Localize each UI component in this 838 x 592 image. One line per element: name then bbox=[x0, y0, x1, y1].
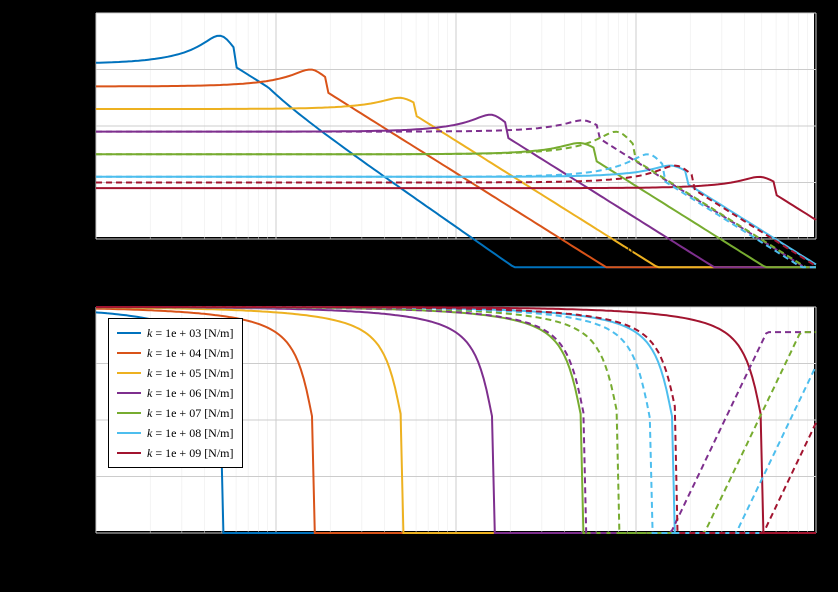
ytick-label: -90 bbox=[49, 412, 89, 427]
ytick-label: -40 bbox=[49, 62, 89, 77]
legend-label: k = 1e + 07 [N/m] bbox=[147, 406, 234, 421]
ytick-label: 0 bbox=[49, 299, 89, 314]
legend-item: k = 1e + 05 [N/m] bbox=[117, 363, 234, 383]
legend-item: k = 1e + 09 [N/m] bbox=[117, 443, 234, 463]
ytick-label: -80 bbox=[49, 175, 89, 190]
legend: k = 1e + 03 [N/m] k = 1e + 04 [N/m] k = 1e… bbox=[108, 318, 243, 468]
xtick-label: 101 bbox=[261, 242, 278, 259]
legend-swatch bbox=[117, 352, 141, 354]
legend-swatch bbox=[117, 432, 141, 434]
frequency-xlabel: Frequency [Hz] bbox=[355, 556, 555, 572]
magnitude-plot bbox=[95, 12, 815, 238]
legend-swatch bbox=[117, 392, 141, 394]
legend-swatch bbox=[117, 412, 141, 414]
xtick-label: 103 bbox=[621, 536, 638, 553]
legend-label: k = 1e + 05 [N/m] bbox=[147, 366, 234, 381]
xtick-label: 104 bbox=[801, 536, 818, 553]
ytick-label: -45 bbox=[49, 356, 89, 371]
legend-swatch bbox=[117, 452, 141, 454]
legend-item: k = 1e + 04 [N/m] bbox=[117, 343, 234, 363]
xtick-label: 102 bbox=[441, 242, 458, 259]
legend-item: k = 1e + 07 [N/m] bbox=[117, 403, 234, 423]
legend-label: k = 1e + 06 [N/m] bbox=[147, 386, 234, 401]
xtick-label: 104 bbox=[801, 242, 818, 259]
legend-swatch bbox=[117, 372, 141, 374]
xtick-label: 100 bbox=[81, 242, 98, 259]
legend-label: k = 1e + 09 [N/m] bbox=[147, 446, 234, 461]
xtick-label: 102 bbox=[441, 536, 458, 553]
ytick-label: -20 bbox=[49, 5, 89, 20]
legend-item: k = 1e + 03 [N/m] bbox=[117, 323, 234, 343]
ytick-label: -60 bbox=[49, 118, 89, 133]
legend-swatch bbox=[117, 332, 141, 334]
legend-label: k = 1e + 04 [N/m] bbox=[147, 346, 234, 361]
xtick-label: 101 bbox=[261, 536, 278, 553]
xtick-label: 103 bbox=[621, 242, 638, 259]
xtick-label: 100 bbox=[81, 536, 98, 553]
legend-item: k = 1e + 08 [N/m] bbox=[117, 423, 234, 443]
legend-item: k = 1e + 06 [N/m] bbox=[117, 383, 234, 403]
legend-label: k = 1e + 03 [N/m] bbox=[147, 326, 234, 341]
ytick-label: -135 bbox=[49, 469, 89, 484]
legend-label: k = 1e + 08 [N/m] bbox=[147, 426, 234, 441]
